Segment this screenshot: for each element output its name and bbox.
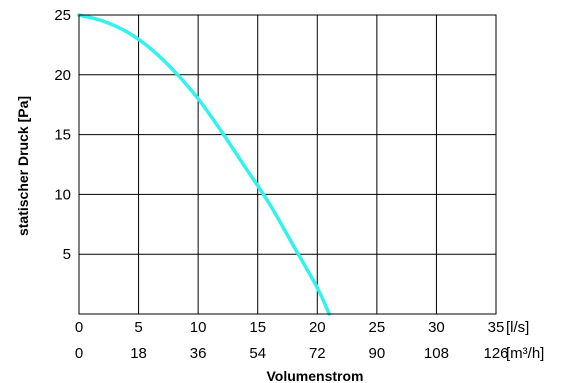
x-tick-label-primary: 5 — [134, 319, 142, 336]
x-tick-label-secondary: 126 — [483, 345, 508, 362]
x-tick-label-primary: 30 — [428, 319, 445, 336]
x-axis-secondary-ticks: 0 18 36 54 72 90 108 126 — [75, 345, 509, 362]
x-unit-primary: [l/s] — [506, 319, 529, 336]
x-tick-label-secondary: 54 — [249, 345, 266, 362]
x-tick-label-secondary: 108 — [424, 345, 449, 362]
x-tick-label-primary: 35 — [488, 319, 505, 336]
y-tick-label: 5 — [63, 246, 71, 263]
y-tick-label: 20 — [54, 67, 71, 84]
x-tick-label-primary: 20 — [309, 319, 326, 336]
x-tick-label-primary: 25 — [369, 319, 386, 336]
x-unit-secondary: [m³/h] — [506, 345, 544, 362]
x-tick-label-secondary: 72 — [309, 345, 326, 362]
x-tick-label-primary: 0 — [75, 319, 83, 336]
plot-frame — [78, 14, 497, 315]
y-tick-label: 15 — [54, 127, 71, 144]
grid — [79, 15, 496, 314]
x-tick-label-secondary: 0 — [75, 345, 83, 362]
x-tick-label-primary: 10 — [190, 319, 207, 336]
x-tick-label-secondary: 90 — [369, 345, 386, 362]
y-axis-title: statischer Druck [Pa] — [15, 96, 31, 236]
x-tick-label-secondary: 18 — [130, 345, 147, 362]
x-tick-label-secondary: 36 — [190, 345, 207, 362]
y-tick-label: 25 — [54, 7, 71, 24]
y-axis-ticks: 5 10 15 20 25 — [54, 7, 71, 263]
x-axis-title: Volumenstrom — [267, 368, 364, 383]
x-tick-label-primary: 15 — [249, 319, 266, 336]
x-axis-primary-ticks: 0 5 10 15 20 25 30 35 — [75, 319, 505, 336]
y-tick-label: 10 — [54, 186, 71, 203]
series-line — [77, 13, 331, 316]
